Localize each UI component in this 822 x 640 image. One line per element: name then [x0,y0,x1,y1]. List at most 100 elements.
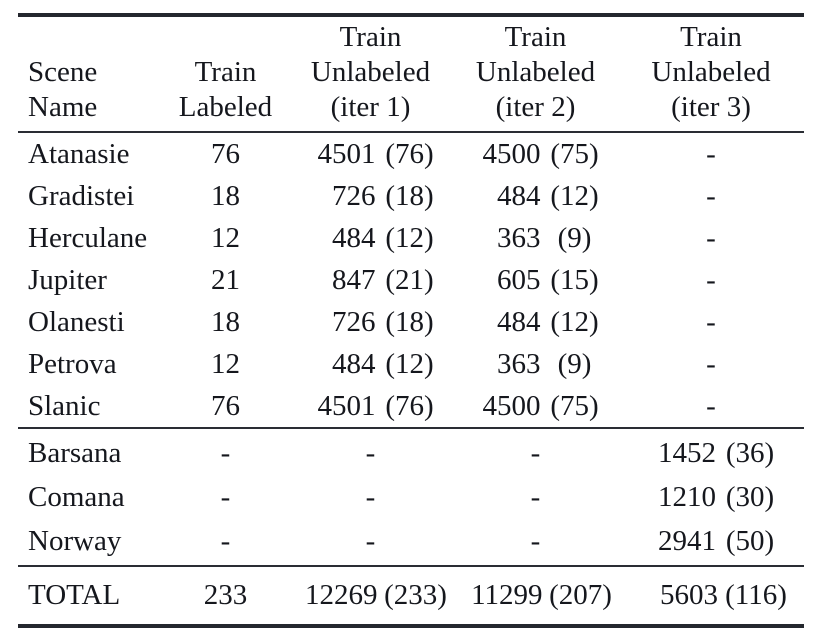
header-line: Train [194,56,257,88]
table-row: Jupiter 21 847 (21) 605 (15) - [18,259,804,301]
header-line: Train [680,21,742,53]
scene-name-cell: Jupiter [28,263,107,296]
total-iter3-cell: 5603 (116) [618,579,804,612]
iter2-paren: (75) [550,137,599,170]
iter1-cell: 847 (21) [288,264,453,297]
iter2-count: 484 [497,305,541,338]
header-line: (iter 2) [495,91,576,123]
train-labeled-cell: 21 [211,263,240,296]
header-line: Unlabeled [475,56,596,88]
total-iter1-paren: (233) [384,579,447,611]
iter2-count: 4500 [482,389,541,422]
header-line: Unlabeled [651,56,771,88]
table-header-row: Scene Name Train Labeled Train Unlabeled… [18,17,804,131]
iter2-count: 605 [497,263,541,296]
iter3-cell-dash: - [706,263,716,296]
iter2-paren: (75) [550,389,599,422]
header-line: Labeled [178,91,273,123]
train-labeled-cell-dash: - [220,524,231,557]
iter3-cell-dash: - [706,389,716,422]
total-label: TOTAL [28,579,121,611]
iter1-paren: (76) [385,389,434,422]
iter2-cell-dash: - [530,524,541,557]
iter2-cell: 363 (9) [453,348,618,381]
header-rule [18,131,804,133]
train-labeled-cell-dash: - [220,480,231,513]
iter1-count: 484 [332,221,376,254]
header-line: Train [504,21,567,53]
section-rule [18,427,804,429]
total-iter3-paren: (116) [725,579,787,611]
labeled-scenes-section: Atanasie 76 4501 (76) 4500 (75) - Gradis… [18,133,804,427]
iter1-cell-dash: - [365,524,376,557]
table-row: Slanic 76 4501 (76) 4500 (75) - [18,385,804,427]
iter3-count: 1452 [658,436,716,469]
iter2-paren: (9) [557,347,592,380]
iter2-paren: (12) [550,179,599,212]
iter2-cell-dash: - [530,436,541,469]
top-rule [18,13,804,17]
iter2-cell: 605 (15) [453,264,618,297]
iter1-cell: 4501 (76) [288,390,453,423]
iter2-paren: (12) [550,305,599,338]
train-labeled-cell: 12 [211,347,240,380]
iter1-cell: 726 (18) [288,306,453,339]
train-labeled-cell: 12 [211,221,240,254]
iter1-paren: (21) [385,263,434,296]
iter1-paren: (76) [385,137,434,170]
iter2-count: 484 [497,179,541,212]
iter3-paren: (50) [725,524,775,557]
iter1-cell: 484 (12) [288,222,453,255]
iter1-cell-dash: - [365,436,376,469]
iter3-count: 1210 [658,480,716,513]
dataset-statistics-table: Scene Name Train Labeled Train Unlabeled… [18,13,804,628]
section-rule [18,565,804,567]
header-train-labeled: Train Labeled [163,55,288,125]
iter3-cell: 1210 (30) [618,481,804,514]
train-labeled-cell: 76 [211,389,240,422]
unlabeled-scenes-section: Barsana - - - 1452 (36) Comana - - - 121… [18,429,804,565]
scene-name-cell: Norway [28,524,122,557]
iter3-paren: (30) [725,480,775,513]
iter2-cell: 4500 (75) [453,138,618,171]
header-line: (iter 1) [330,91,411,123]
iter1-count: 847 [332,263,376,296]
train-labeled-cell: 18 [211,179,240,212]
iter1-count: 726 [332,179,376,212]
iter1-cell: 726 (18) [288,180,453,213]
iter3-cell-dash: - [706,137,716,170]
scene-name-cell: Gradistei [28,179,135,212]
iter3-cell-dash: - [706,179,716,212]
table-row: Norway - - - 2941 (50) [18,519,804,563]
scene-name-cell: Atanasie [28,137,130,170]
total-iter2-count: 11299 [471,579,543,611]
iter2-cell: 363 (9) [453,222,618,255]
iter3-cell: 2941 (50) [618,525,804,558]
train-labeled-cell-dash: - [220,436,231,469]
scene-name-cell: Olanesti [28,305,125,338]
header-scene-name: Scene Name [18,55,163,125]
header-line: (iter 3) [671,91,751,123]
iter1-paren: (12) [385,347,434,380]
table-row: Olanesti 18 726 (18) 484 (12) - [18,301,804,343]
train-labeled-cell: 76 [211,137,240,170]
header-line: Unlabeled [310,56,431,88]
iter3-cell: 1452 (36) [618,437,804,470]
scene-name-cell: Petrova [28,347,117,380]
total-iter1-cell: 12269 (233) [288,579,453,612]
table-row: Comana - - - 1210 (30) [18,475,804,519]
total-iter1-count: 12269 [305,579,378,611]
header-train-unlabeled-iter1: Train Unlabeled (iter 1) [288,20,453,125]
total-iter3-count: 5603 [660,579,718,611]
iter2-cell-dash: - [530,480,541,513]
iter1-cell-dash: - [365,480,376,513]
iter2-paren: (9) [557,221,592,254]
header-train-unlabeled-iter2: Train Unlabeled (iter 2) [453,20,618,125]
iter2-cell: 484 (12) [453,180,618,213]
iter1-count: 4501 [317,389,376,422]
iter1-count: 726 [332,305,376,338]
iter3-cell-dash: - [706,221,716,254]
total-labeled-cell: 233 [203,579,248,611]
scene-name-cell: Slanic [28,389,101,422]
